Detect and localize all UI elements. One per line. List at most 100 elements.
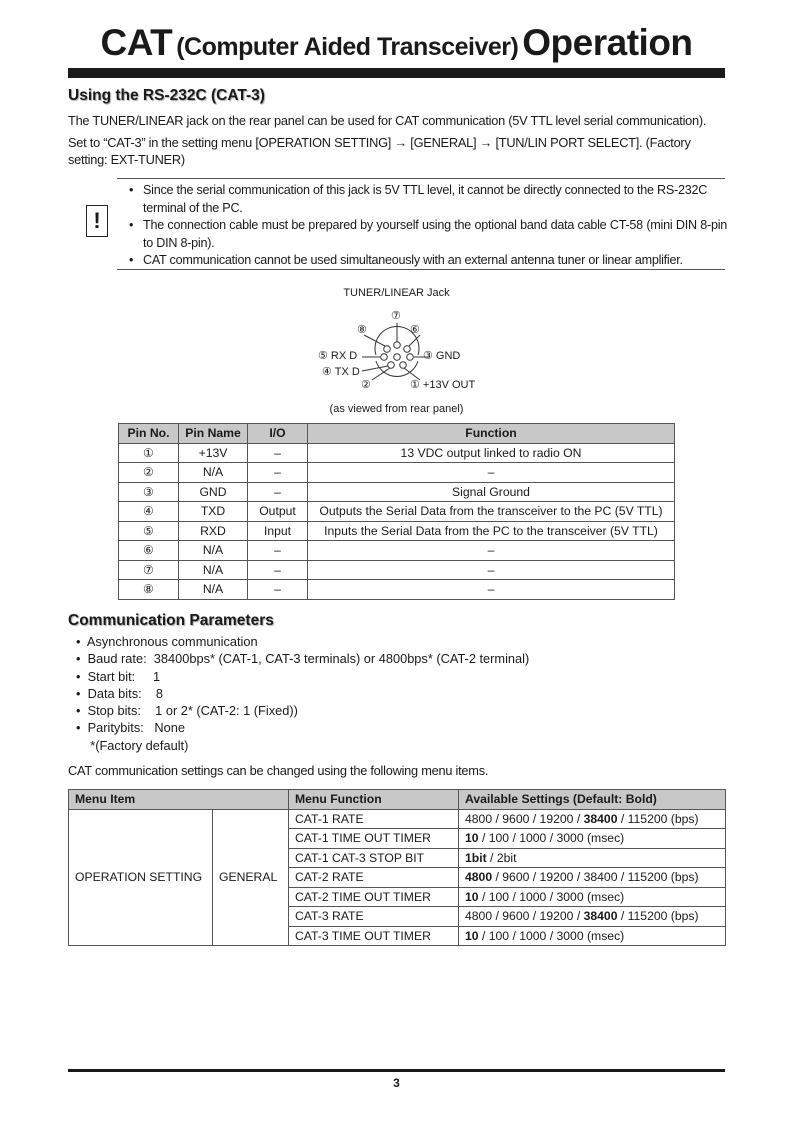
pin-no: ⑥ <box>118 540 179 561</box>
pin-function: Outputs the Serial Data from the transce… <box>307 501 675 522</box>
pin-io: – <box>247 559 308 580</box>
pin-table-row: ② N/A – – <box>118 462 675 483</box>
setting-value: / 9600 / 19200 / 38400 / 115200 (bps) <box>492 870 699 885</box>
available-settings: 4800 / 9600 / 19200 / 38400 / 115200 (bp… <box>458 867 726 888</box>
header-io: I/O <box>247 423 308 444</box>
setting-value: 4800 / 9600 / 19200 / <box>465 909 584 924</box>
pin-io: – <box>247 579 308 600</box>
caution-note: • Since the serial communication of this … <box>117 178 727 270</box>
pin-function: Inputs the Serial Data from the PC to th… <box>307 520 675 541</box>
note-bullet: • Since the serial communication of this … <box>129 183 708 215</box>
pin-io: Output <box>247 501 308 522</box>
pin-table-row: ③ GND – Signal Ground <box>118 481 675 502</box>
menu-table-header: Menu Item Menu Function Available Settin… <box>68 789 726 810</box>
default-value: 10 <box>465 889 479 904</box>
pin-function: – <box>307 579 675 600</box>
diagram-caption: (as viewed from rear panel) <box>329 403 464 415</box>
header-available-settings: Available Settings (Default: Bold) <box>458 789 726 810</box>
available-settings: 10 / 100 / 1000 / 3000 (msec) <box>458 925 726 946</box>
diagram-title: TUNER/LINEAR Jack <box>343 287 450 299</box>
title-subtitle: (Computer Aided Transceiver) <box>176 33 519 61</box>
comm-param-item: • Stop bits: 1 or 2* (CAT-2: 1 (Fixed)) <box>76 703 298 719</box>
pin-table-row: ⑥ N/A – – <box>118 540 675 561</box>
section-heading-rs232c: Using the RS-232C (CAT-3) <box>68 87 265 104</box>
pin-no: ③ <box>118 481 179 502</box>
pin-function: – <box>307 462 675 483</box>
page-number: 3 <box>393 1076 400 1090</box>
pin-no: ⑤ <box>118 520 179 541</box>
pin-8 <box>383 345 391 353</box>
menu-table-row: OPERATION SETTING GENERAL CAT-1 RATE 4800 /… <box>68 808 726 946</box>
comm-param-item: • Baud rate: 38400bps* (CAT-1, CAT-3 ter… <box>76 651 530 667</box>
comm-param-item: • Data bits: 8 <box>76 685 163 701</box>
menu-table-row: CAT-2 TIME OUT TIMER 10 / 100 / 1000 / 30… <box>69 886 726 907</box>
pin-name: N/A <box>178 540 248 561</box>
pin-table-row: ⑤ RXD Input Inputs the Serial Data from the… <box>118 520 675 541</box>
pin-io: – <box>247 462 308 483</box>
pin-6 <box>403 345 411 353</box>
intro-paragraph: The TUNER/LINEAR jack on the rear panel … <box>68 113 707 128</box>
comm-param-item: • Asynchronous communication <box>76 634 258 649</box>
note-bullet: • The connection cable must be prepared b… <box>129 218 727 250</box>
pin-1 <box>399 361 407 369</box>
comm-params-list: • Asynchronous communication • Baud rate:… <box>76 633 529 754</box>
comm-params-heading: Communication Parameters <box>68 612 274 629</box>
pin-no: ⑦ <box>118 559 179 580</box>
pin-table-row: ⑦ N/A – – <box>118 559 675 580</box>
page-title: CAT (Computer Aided Transceiver) Operati… <box>68 22 725 64</box>
menu-item-cell: OPERATION SETTING <box>68 808 213 946</box>
header-function: Function <box>307 423 675 444</box>
pin1-label: ① +13V OUT <box>410 379 476 391</box>
pin-table-header: Pin No. Pin Name I/O Function <box>118 423 675 444</box>
pin-no: ① <box>118 442 179 463</box>
pin2-label: ② <box>361 379 371 391</box>
title-operation: Operation <box>522 22 693 63</box>
setting-value: / 100 / 1000 / 3000 (msec) <box>478 928 625 943</box>
footer-divider <box>68 1069 725 1072</box>
available-settings: 10 / 100 / 1000 / 3000 (msec) <box>458 886 726 907</box>
header-menu-item: Menu Item <box>68 789 289 810</box>
setting-value: / 2bit <box>486 850 517 865</box>
default-value: 1bit <box>465 850 487 865</box>
title-cat: CAT <box>100 22 173 63</box>
pin-table: Pin No. Pin Name I/O Function ① +13V –13 V… <box>118 423 675 600</box>
pin4-label: ④ TX D <box>322 366 360 378</box>
din-connector-diagram <box>361 323 430 381</box>
pin-function: – <box>307 559 675 580</box>
pin5-label: ⑤ RX D <box>318 350 358 362</box>
pin-name: GND <box>178 481 248 502</box>
setting-value: / 115200 (bps) <box>617 909 699 924</box>
menu-table-row: CAT-2 RATE 4800 / 9600 / 19200 / 38400 / … <box>69 867 726 888</box>
pin-7 <box>393 341 401 349</box>
pin-5 <box>380 353 388 361</box>
title-divider <box>68 68 725 78</box>
header-pin-no: Pin No. <box>118 423 179 444</box>
exclamation-icon: ! <box>86 205 108 237</box>
comm-param-item: • Paritybits: None <box>76 720 186 736</box>
pin-no: ② <box>118 462 179 483</box>
pin-name: N/A <box>178 462 248 483</box>
default-value: 10 <box>465 928 479 943</box>
comm-param-item: • Start bit: 1 <box>76 668 161 684</box>
pin-function: – <box>307 540 675 561</box>
menu-function: CAT-2 TIME OUT TIMER <box>288 886 459 907</box>
default-value: 38400 <box>583 811 618 826</box>
pin7-label: ⑦ <box>391 310 401 322</box>
menu-function: CAT-2 RATE <box>288 867 459 888</box>
pin-3 <box>406 353 414 361</box>
menu-settings-table: Menu Item Menu Function Available Settin… <box>68 789 726 946</box>
pin-center <box>393 353 401 361</box>
setting-value: / 100 / 1000 / 3000 (msec) <box>478 889 625 904</box>
pin6-label: ⑥ <box>410 324 420 336</box>
pin-name: RXD <box>178 520 248 541</box>
menu-function: CAT-1 TIME OUT TIMER <box>288 828 459 849</box>
pin-name: +13V <box>178 442 248 463</box>
available-settings: 4800 / 9600 / 19200 / 38400 / 115200 (bp… <box>458 808 726 829</box>
setting-value: / 100 / 1000 / 3000 (msec) <box>478 831 625 846</box>
menu-function: CAT-1 RATE <box>288 808 459 829</box>
pin-io: – <box>247 442 308 463</box>
pin8-label: ⑧ <box>357 324 367 336</box>
menu-function: CAT-3 RATE <box>288 906 459 927</box>
default-value: 4800 <box>465 870 493 885</box>
pin-table-row: ④ TXD Output Outputs the Serial Data from t… <box>118 501 675 522</box>
